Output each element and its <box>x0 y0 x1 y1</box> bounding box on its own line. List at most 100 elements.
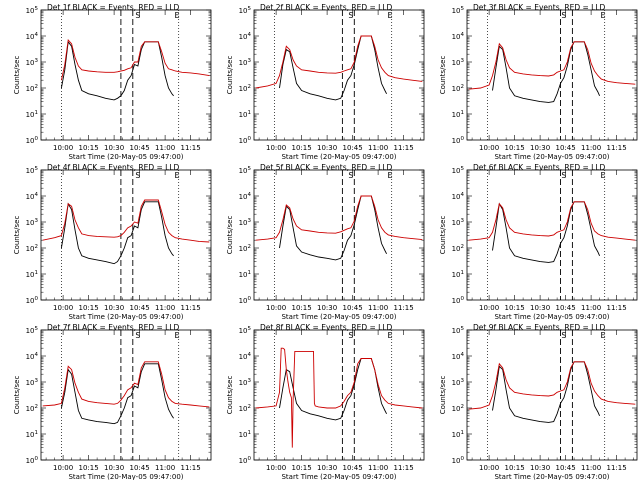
y-axis-label: Counts/sec <box>13 376 21 415</box>
series-lld-line <box>255 347 423 448</box>
y-tick-label: 101 <box>452 110 464 119</box>
y-tick-label: 103 <box>239 378 252 387</box>
series-lld-line <box>468 361 636 410</box>
y-tick-label: 100 <box>26 296 39 305</box>
x-tick-label: 10:30 <box>104 304 124 312</box>
x-tick-label: 10:00 <box>53 464 73 472</box>
y-tick-label: 105 <box>452 6 465 15</box>
y-axis-label: Counts/sec <box>439 216 447 255</box>
x-tick-label: 11:15 <box>181 464 201 472</box>
y-axis-label: Counts/sec <box>226 56 234 95</box>
y-axis-label: Counts/sec <box>13 216 21 255</box>
x-tick-label: 11:15 <box>394 464 414 472</box>
x-axis-label: Start Time (20-May-05 09:47:00) <box>281 153 396 161</box>
marker-e: E <box>387 331 392 340</box>
y-tick-label: 101 <box>26 270 38 279</box>
y-tick-label: 104 <box>452 192 465 201</box>
y-tick-label: 102 <box>239 244 251 253</box>
panel-title: Det 8f BLACK = Events, RED = LLD <box>260 323 393 332</box>
marker-s: S <box>135 331 140 340</box>
y-tick-label: 105 <box>239 166 252 175</box>
y-tick-label: 104 <box>26 192 39 201</box>
marker-s: S <box>561 331 566 340</box>
x-tick-label: 10:45 <box>343 144 363 152</box>
x-tick-label: 10:30 <box>530 304 550 312</box>
y-tick-label: 101 <box>239 430 251 439</box>
plot-frame <box>253 329 425 461</box>
series-events-line <box>279 195 388 261</box>
y-tick-label: 101 <box>26 430 38 439</box>
plot-frame <box>253 9 425 141</box>
x-tick-label: 11:00 <box>368 304 388 312</box>
x-axis-label: Start Time (20-May-05 09:47:00) <box>281 473 396 480</box>
y-tick-label: 103 <box>26 58 39 67</box>
marker-e: E <box>387 171 392 180</box>
x-tick-label: 10:15 <box>505 144 525 152</box>
x-tick-label: 11:15 <box>181 304 201 312</box>
y-tick-label: 101 <box>452 430 464 439</box>
x-tick-label: 11:15 <box>607 304 627 312</box>
x-tick-label: 10:45 <box>556 304 576 312</box>
y-tick-label: 104 <box>26 352 39 361</box>
panel-title: Det 9f BLACK = Events, RED = LLD <box>473 323 606 332</box>
x-axis-label: Start Time (20-May-05 09:47:00) <box>494 473 609 480</box>
panel-title: Det 2f BLACK = Events, RED = LLD <box>260 3 393 12</box>
y-tick-label: 102 <box>452 404 464 413</box>
x-tick-label: 10:45 <box>130 304 150 312</box>
marker-s: S <box>348 11 353 20</box>
x-tick-label: 10:00 <box>479 464 499 472</box>
y-tick-label: 105 <box>239 6 252 15</box>
y-tick-label: 103 <box>239 58 252 67</box>
x-tick-label: 10:30 <box>104 144 124 152</box>
x-tick-label: 11:00 <box>581 304 601 312</box>
series-lld-line <box>468 201 636 241</box>
series-events-line <box>60 40 174 101</box>
x-tick-label: 10:30 <box>317 144 337 152</box>
series-lld-line <box>255 35 423 89</box>
panel-title: Det 7f BLACK = Events, RED = LLD <box>47 323 180 332</box>
y-tick-label: 100 <box>452 296 465 305</box>
y-axis-label: Counts/sec <box>439 376 447 415</box>
x-tick-label: 10:00 <box>266 464 286 472</box>
x-axis-label: Start Time (20-May-05 09:47:00) <box>68 313 183 321</box>
series-events-line <box>279 358 388 421</box>
y-tick-label: 100 <box>26 456 39 465</box>
x-tick-label: 10:00 <box>479 144 499 152</box>
x-tick-label: 10:45 <box>556 144 576 152</box>
x-tick-label: 11:15 <box>181 144 201 152</box>
y-tick-label: 101 <box>26 110 38 119</box>
marker-e: E <box>174 171 179 180</box>
x-tick-label: 10:00 <box>266 304 286 312</box>
y-tick-label: 101 <box>452 270 464 279</box>
x-axis-label: Start Time (20-May-05 09:47:00) <box>494 313 609 321</box>
series-events-line <box>492 361 601 423</box>
marker-e: E <box>600 331 605 340</box>
y-tick-label: 105 <box>26 166 39 175</box>
marker-s: S <box>348 331 353 340</box>
y-tick-label: 104 <box>239 192 252 201</box>
y-tick-label: 105 <box>26 326 39 335</box>
y-tick-label: 105 <box>452 326 465 335</box>
plot-frame <box>40 169 212 301</box>
y-axis-label: Counts/sec <box>226 216 234 255</box>
marker-s: S <box>135 11 140 20</box>
x-axis-label: Start Time (20-May-05 09:47:00) <box>494 153 609 161</box>
marker-s: S <box>135 171 140 180</box>
plot-frame <box>253 169 425 301</box>
y-tick-label: 100 <box>239 136 252 145</box>
y-tick-label: 104 <box>26 32 39 41</box>
x-tick-label: 10:15 <box>79 144 99 152</box>
y-tick-label: 100 <box>239 296 252 305</box>
y-tick-label: 101 <box>239 110 251 119</box>
marker-e: E <box>174 331 179 340</box>
panel-title: Det 4f BLACK = Events, RED = LLD <box>47 163 180 172</box>
x-tick-label: 10:15 <box>505 304 525 312</box>
y-tick-label: 100 <box>452 456 465 465</box>
marker-s: S <box>561 171 566 180</box>
y-tick-label: 103 <box>452 58 465 67</box>
series-lld-line <box>468 41 636 90</box>
panel-title: Det 6f BLACK = Events, RED = LLD <box>473 163 606 172</box>
